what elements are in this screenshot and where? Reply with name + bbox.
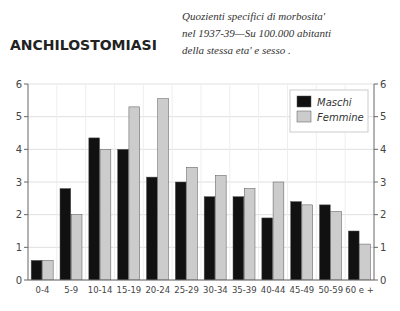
y-tick-label: 5 [16, 111, 22, 122]
y-tick-label: 1 [16, 242, 22, 253]
x-tick-label: 30-34 [203, 285, 228, 295]
bar [31, 260, 42, 280]
bar [262, 218, 273, 280]
y2-tick-label: 0 [380, 275, 386, 286]
x-tick-label: 25-29 [174, 285, 199, 295]
bar [187, 167, 198, 280]
legend-label: Femmine [317, 112, 364, 123]
bar [320, 205, 331, 280]
bar [42, 260, 53, 280]
x-tick-label: 10-14 [88, 285, 113, 295]
y2-tick [374, 84, 378, 85]
y2-tick-label: 3 [380, 177, 386, 188]
y-tick [24, 116, 28, 117]
bar [60, 189, 71, 280]
y2-tick-label: 5 [380, 111, 386, 122]
y-tick-label: 2 [16, 209, 22, 220]
bar [175, 182, 186, 280]
y-tick [24, 214, 28, 215]
legend-swatch [297, 96, 311, 107]
bar [233, 197, 244, 280]
y-tick-label: 6 [16, 79, 22, 90]
bar [89, 138, 100, 280]
group-separator [85, 84, 86, 280]
y-axis [28, 84, 29, 280]
y2-tick-label: 4 [380, 144, 386, 155]
x-tick-label: 15-19 [117, 285, 142, 295]
y-tick [24, 84, 28, 85]
bar [244, 189, 255, 280]
x-axis [28, 280, 374, 281]
x-tick-label: 50-59 [318, 285, 343, 295]
bar [118, 149, 129, 280]
legend: Maschi Femmine [290, 90, 368, 132]
bar [291, 202, 302, 280]
bar [100, 149, 111, 280]
legend-swatch [297, 111, 311, 122]
y-tick-label: 0 [16, 275, 22, 286]
x-tick-label: 5-9 [64, 285, 78, 295]
bar [360, 244, 371, 280]
bar [331, 211, 342, 280]
x-tick-label: 60 e + [345, 285, 374, 295]
bar [147, 177, 158, 280]
y2-tick [374, 116, 378, 117]
y-tick-label: 3 [16, 177, 22, 188]
chart: ANCHILOSTOMIASI Quozienti specifici di mo… [0, 0, 400, 311]
y2-tick [374, 280, 378, 281]
group-separator [172, 84, 173, 280]
subtitle: Quozienti specifici di morbosita' [182, 10, 326, 22]
y2-axis [374, 84, 375, 280]
x-tick-label: 40-44 [261, 285, 286, 295]
y-tick [24, 247, 28, 248]
bar [129, 107, 140, 280]
x-tick-label: 35-39 [232, 285, 257, 295]
y-tick [24, 182, 28, 183]
subtitle: della stessa eta' e sesso . [182, 44, 291, 56]
group-separator [56, 84, 57, 280]
bar [158, 99, 169, 280]
y2-tick-label: 2 [380, 209, 386, 220]
bar [348, 231, 359, 280]
x-tick-label: 0-4 [35, 285, 49, 295]
bar [215, 175, 226, 280]
y-tick-label: 4 [16, 144, 22, 155]
y2-tick [374, 149, 378, 150]
group-separator [229, 84, 230, 280]
y2-tick-label: 6 [380, 79, 386, 90]
y2-tick [374, 182, 378, 183]
y2-tick [374, 214, 378, 215]
group-separator [258, 84, 259, 280]
y-tick [24, 149, 28, 150]
grid-line [28, 280, 374, 281]
group-separator [114, 84, 115, 280]
x-tick-label: 20-24 [145, 285, 170, 295]
group-separator [201, 84, 202, 280]
subtitle: nel 1937-39—Su 100.000 abitanti [182, 27, 331, 39]
title: ANCHILOSTOMIASI [10, 37, 157, 53]
x-tick-label: 45-49 [290, 285, 315, 295]
group-separator [287, 84, 288, 280]
grid [28, 84, 374, 280]
y-tick [24, 280, 28, 281]
legend-label: Maschi [317, 97, 352, 108]
bar [204, 197, 215, 280]
y2-tick-label: 1 [380, 242, 386, 253]
bar [302, 205, 313, 280]
bar [273, 182, 284, 280]
legend-box [290, 90, 368, 132]
group-separator [143, 84, 144, 280]
y2-tick [374, 247, 378, 248]
bar [71, 215, 82, 280]
